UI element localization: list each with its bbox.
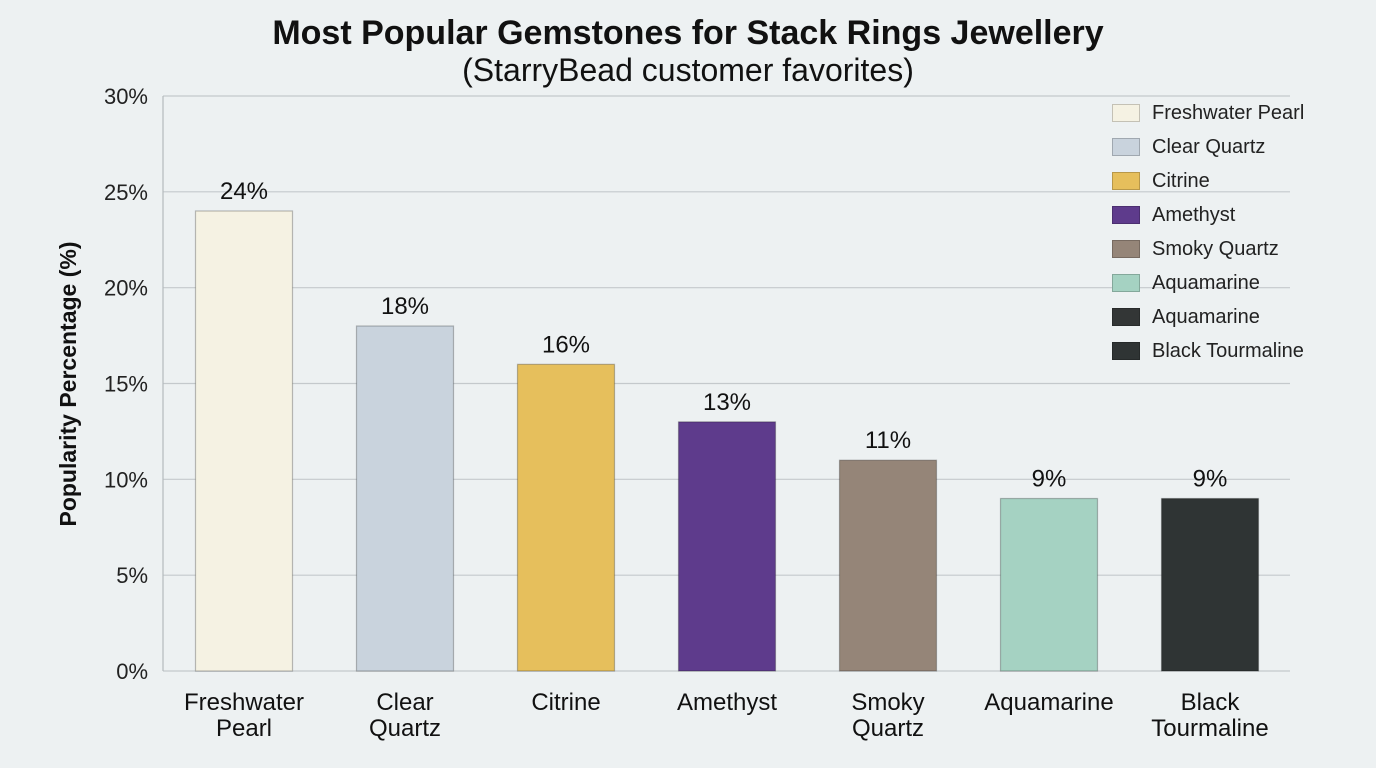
chart-subtitle: (StarryBead customer favorites): [462, 52, 914, 88]
x-tick-label: Amethyst: [677, 689, 777, 716]
data-label: 18%: [381, 293, 429, 320]
x-tick-label: Freshwater: [184, 689, 304, 716]
legend-label: Clear Quartz: [1152, 135, 1266, 158]
legend-item: Black Tourmaline: [1112, 334, 1304, 368]
y-tick-label: 0%: [116, 659, 148, 684]
legend-label: Smoky Quartz: [1152, 237, 1279, 260]
bar: [838, 459, 938, 672]
data-label: 13%: [703, 389, 751, 416]
data-label: 9%: [1032, 466, 1067, 493]
bar: [516, 363, 616, 672]
legend-swatch: [1112, 104, 1140, 122]
legend-item: Clear Quartz: [1112, 130, 1304, 164]
x-tick-label: Black: [1181, 689, 1241, 716]
legend-item: Amethyst: [1112, 198, 1304, 232]
legend-label: Freshwater Pearl: [1152, 101, 1305, 124]
bar: [1160, 497, 1260, 672]
legend-swatch: [1112, 138, 1140, 156]
legend-swatch: [1112, 342, 1140, 360]
legend-swatch: [1112, 172, 1140, 190]
y-tick-label: 10%: [104, 467, 148, 492]
x-tick-label: Pearl: [216, 715, 272, 742]
legend-item: Smoky Quartz: [1112, 232, 1304, 266]
legend-item: Aquamarine: [1112, 300, 1304, 334]
bar: [677, 421, 777, 672]
legend-item: Citrine: [1112, 164, 1304, 198]
bar: [999, 497, 1099, 672]
legend-label: Black Tourmaline: [1152, 339, 1304, 362]
data-label: 11%: [865, 427, 911, 454]
bar: [194, 210, 294, 672]
data-label: 16%: [542, 331, 590, 358]
y-axis-label: Popularity Percentage (%): [55, 241, 81, 526]
legend-swatch: [1112, 240, 1140, 258]
x-tick-label: Smoky: [851, 689, 924, 716]
bar: [355, 325, 455, 672]
y-tick-label: 25%: [104, 180, 148, 205]
chart-title: Most Popular Gemstones for Stack Rings J…: [272, 14, 1104, 52]
legend-label: Citrine: [1152, 169, 1210, 192]
x-tick-label: Tourmaline: [1151, 715, 1268, 742]
x-tick-label: Aquamarine: [984, 689, 1113, 716]
legend-item: Aquamarine: [1112, 266, 1304, 300]
legend-label: Aquamarine: [1152, 305, 1260, 328]
legend-label: Amethyst: [1152, 203, 1236, 226]
x-tick-label: Clear: [376, 689, 433, 716]
legend-swatch: [1112, 274, 1140, 292]
y-tick-label: 20%: [104, 276, 148, 301]
data-label: 9%: [1193, 466, 1228, 493]
x-tick-label: Citrine: [531, 689, 600, 716]
legend-swatch: [1112, 206, 1140, 224]
x-tick-label: Quartz: [852, 715, 924, 742]
legend-swatch: [1112, 308, 1140, 326]
y-tick-label: 5%: [116, 563, 148, 588]
data-label: 24%: [220, 178, 268, 205]
legend-item: Freshwater Pearl: [1112, 96, 1304, 130]
legend: Freshwater Pearl Clear Quartz Citrine Ameth…: [1112, 96, 1304, 368]
x-tick-label: Quartz: [369, 715, 441, 742]
y-tick-label: 30%: [104, 84, 148, 109]
legend-label: Aquamarine: [1152, 271, 1260, 294]
y-tick-label: 15%: [104, 372, 148, 397]
